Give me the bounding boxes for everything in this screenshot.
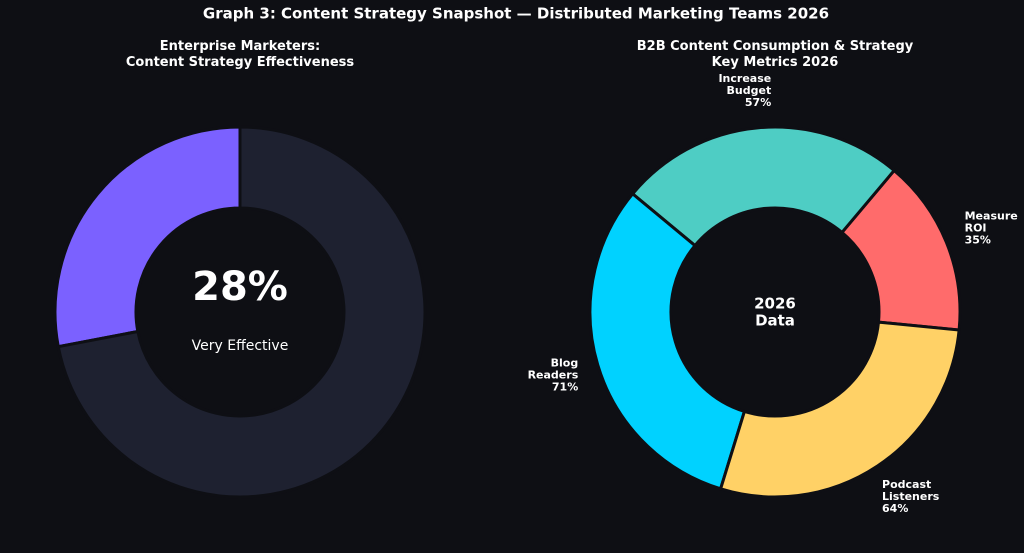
chart-title: Enterprise Marketers: Content Strategy Ef… xyxy=(126,39,355,70)
chart-title: B2B Content Consumption & Strategy Key Me… xyxy=(637,39,914,70)
segment-value-label: 64% xyxy=(882,502,908,515)
center-label: 2026 Data xyxy=(754,294,796,329)
donut-segment xyxy=(718,320,961,499)
center-value: 28% xyxy=(192,264,288,310)
center-category: Very Effective xyxy=(192,338,289,354)
donut-segment xyxy=(56,125,427,499)
segment-label: Podcast Listeners xyxy=(882,478,940,503)
segment-value-label: 57% xyxy=(745,96,771,109)
donut-segment xyxy=(630,125,897,248)
segment-label: Blog Readers xyxy=(528,356,579,381)
segment-value-label: 35% xyxy=(965,233,991,246)
segment-value-label: 71% xyxy=(552,380,578,393)
donut-segment xyxy=(53,125,242,349)
segment-label: Increase Budget xyxy=(718,72,771,97)
segment-label: Measure ROI xyxy=(965,209,1018,234)
donut-segment xyxy=(588,191,747,491)
page-title: Graph 3: Content Strategy Snapshot — Dis… xyxy=(203,5,829,23)
